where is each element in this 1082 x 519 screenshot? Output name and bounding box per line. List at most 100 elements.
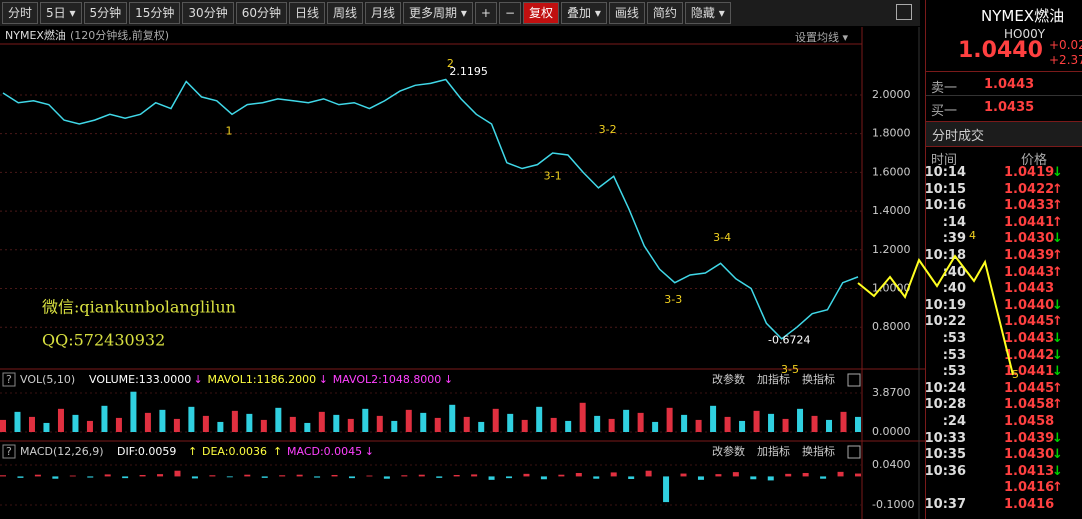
indicator-value: MAVOL2:1048.8000 [333, 373, 442, 386]
toolbar-button[interactable]: 30分钟 [182, 2, 234, 24]
macd-bar [506, 476, 513, 479]
trade-arrow: ↓ [1052, 364, 1063, 380]
trade-price: 1.0442 [1004, 347, 1055, 363]
trade-arrow: ↓ [1052, 447, 1063, 463]
trade-price: 1.0439 [1004, 248, 1055, 263]
volume-bar [507, 413, 514, 432]
annotation: 3-4 [713, 231, 731, 244]
toolbar-button[interactable]: 5日 ▾ [40, 2, 82, 24]
volume-bar [246, 413, 253, 432]
volume-bar [159, 409, 166, 432]
trade-price: 1.0441 [1004, 364, 1055, 380]
toolbar-button[interactable]: 简约 [646, 2, 683, 24]
volume-bar [101, 405, 108, 432]
toolbar-button[interactable]: 分时 [2, 2, 39, 24]
col-price: 价格 [1021, 153, 1048, 168]
trade-time: :40 [942, 281, 966, 297]
panel-button[interactable]: 加指标 [757, 372, 790, 386]
macd-bar [348, 476, 355, 479]
watermark: QQ:572430932 [42, 331, 165, 350]
toolbar-button[interactable]: 15分钟 [129, 2, 181, 24]
trade-time: 10:35 [925, 447, 966, 463]
volume-bar [188, 406, 195, 432]
trade-price: 1.0422 [1004, 181, 1055, 197]
toolbar-button[interactable]: 画线 [608, 2, 645, 24]
toolbar-button[interactable]: 周线 [327, 2, 364, 24]
period: (120分钟线,前复权) [70, 28, 169, 42]
volume-bar [782, 418, 789, 432]
trade-arrow: ↑ [1052, 264, 1063, 280]
trade-row: 10:37 1.0416 [926, 497, 1082, 514]
volume-bar [855, 416, 861, 432]
help: ? [6, 373, 12, 386]
trade-row: :53 1.0442 ↓ [926, 348, 1082, 365]
panel-button[interactable]: 改参数 [712, 444, 745, 458]
trade-time: 10:36 [925, 463, 966, 479]
trades-header-bar [926, 121, 1082, 147]
ask: 1.0443 [984, 77, 1035, 92]
toolbar-button[interactable]: 月线 [365, 2, 402, 24]
macd-bar [767, 476, 774, 481]
trade-price: 1.0445 [1004, 314, 1055, 330]
volume-bar [72, 414, 79, 432]
volume-bar [449, 404, 456, 432]
volume-bar [0, 419, 6, 432]
macd-bar [157, 474, 164, 477]
col-time: 时间 [931, 153, 958, 168]
macd-bar [732, 472, 739, 477]
close-icon[interactable] [896, 4, 912, 20]
panel-button[interactable]: 换指标 [802, 444, 835, 458]
volume-bar [695, 419, 702, 432]
macd-bar [226, 476, 233, 478]
quote-name: NYMEX燃油 [981, 7, 1065, 25]
ma-setting[interactable]: 设置均线 ▾ [795, 30, 848, 44]
indicator-value: DEA:0.0036 [202, 445, 267, 458]
ask-label: 卖一 [931, 81, 958, 96]
toolbar-button[interactable]: 复权 [523, 2, 560, 24]
quote-panel: NYMEX燃油 HO00Y 1.0440 +0.02 +2.37 卖一 1.04… [925, 0, 1082, 519]
trade-time: 10:28 [925, 397, 966, 413]
trade-time: :53 [942, 364, 966, 380]
indicator-value: DIF:0.0059 [117, 445, 176, 458]
y-tick-label: 0.8000 [872, 320, 911, 333]
y-tick-label: 1.2000 [872, 243, 911, 256]
toolbar-button[interactable]: 60分钟 [235, 2, 287, 24]
panel-button[interactable]: 改参数 [712, 372, 745, 386]
macd-bar [209, 475, 216, 477]
macd-bar [331, 474, 338, 477]
toolbar-button[interactable]: + [474, 2, 497, 24]
toolbar-button[interactable]: − [498, 2, 521, 24]
volume-bar [318, 411, 325, 432]
y-tick-label: 1.4000 [872, 204, 911, 217]
trade-price: 1.0413 [1004, 463, 1055, 479]
macd-bar [610, 472, 617, 477]
macd-bar [0, 475, 6, 477]
toolbar-button[interactable]: 5分钟 [83, 2, 128, 24]
trade-row: 10:35 1.0430 ↓ [926, 447, 1082, 464]
toolbar-button[interactable]: 叠加 ▾ [561, 2, 607, 24]
macd-bar [820, 476, 827, 479]
volume-bar [739, 420, 746, 432]
panel-button[interactable]: 加指标 [757, 444, 790, 458]
toolbar-button[interactable]: 日线 [288, 2, 325, 24]
volume-bar [115, 417, 122, 432]
volume-bar [637, 412, 644, 432]
indicator-arrow: ↓ [319, 373, 328, 386]
macd-bar [104, 474, 111, 477]
volume-bar [304, 422, 311, 432]
quote-price: 1.0440 [958, 38, 1043, 63]
toolbar-button[interactable]: 更多周期 ▾ [403, 2, 473, 24]
volume-bar [666, 407, 673, 432]
trade-arrow: ↓ [1052, 165, 1063, 180]
quote-pct: +2.37 [1049, 53, 1082, 67]
indicator-arrow: ↓ [365, 445, 374, 458]
trade-time: 10:37 [925, 497, 966, 512]
panel-button[interactable]: 换指标 [802, 372, 835, 386]
trade-arrow: ↑ [1052, 198, 1063, 214]
macd-bar [52, 476, 59, 479]
trade-time: 10:22 [925, 314, 966, 330]
macd-bar [261, 476, 268, 478]
trade-row: 10:18 1.0439 ↑ [926, 248, 1082, 265]
toolbar-button[interactable]: 隐藏 ▾ [684, 2, 731, 24]
